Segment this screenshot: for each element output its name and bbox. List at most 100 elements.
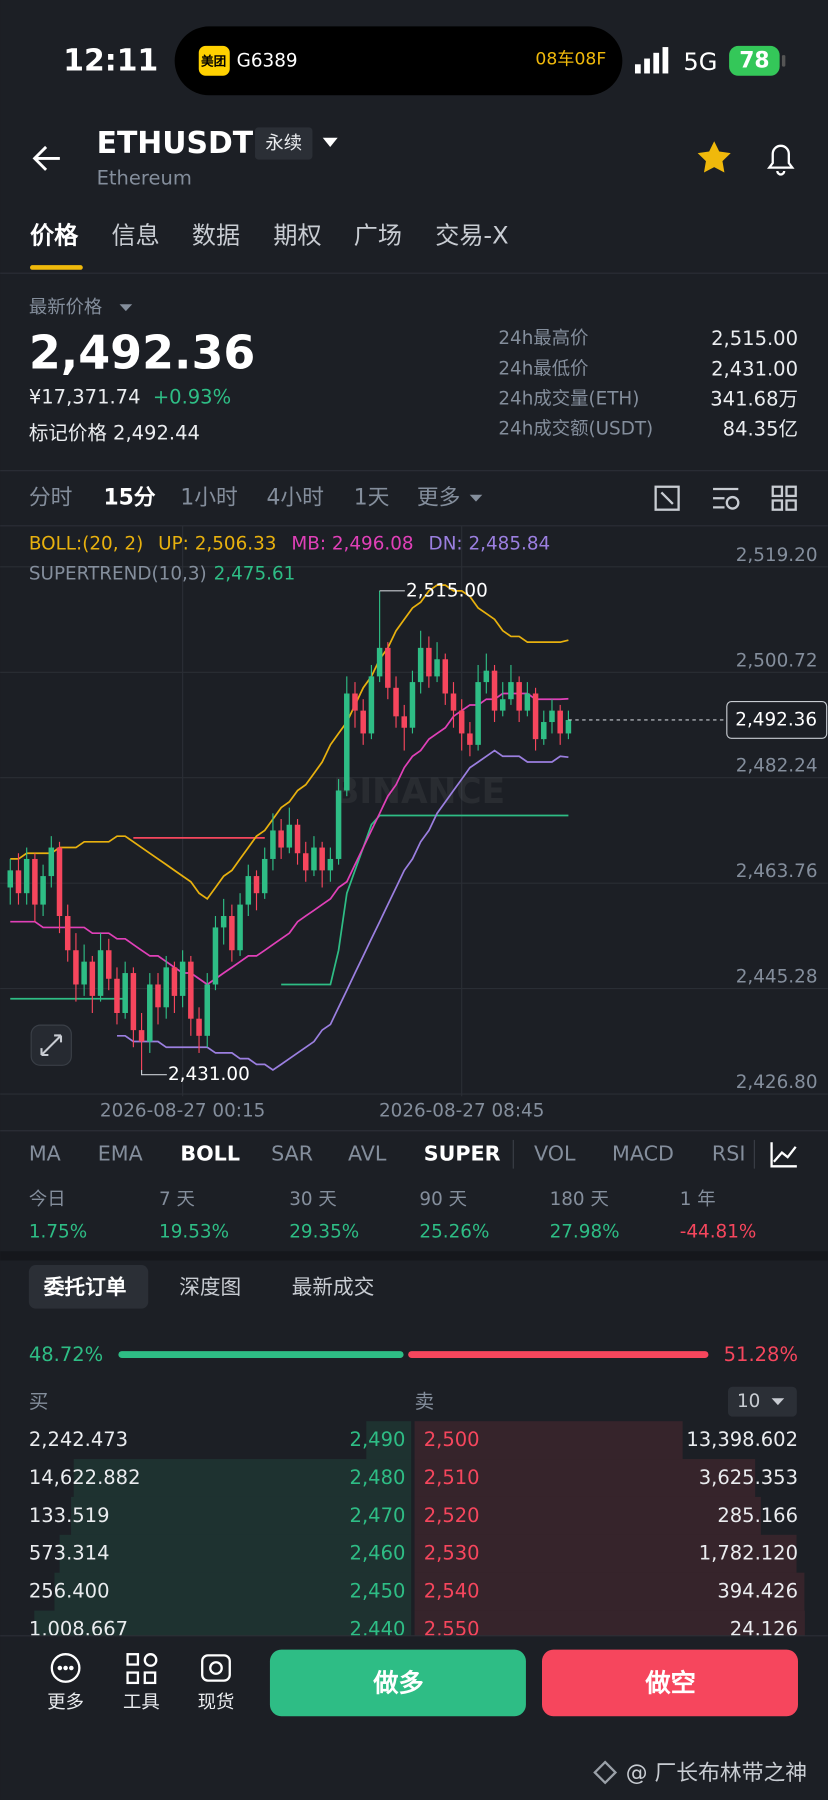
ask-amount: 394.426	[717, 1580, 798, 1603]
chart-tools[interactable]	[654, 485, 797, 511]
candle-body	[122, 973, 128, 1014]
period-change: 1.75%	[29, 1221, 87, 1242]
y-tick-label: 2,519.20	[736, 545, 818, 566]
symbol: ETHUSDT	[97, 126, 254, 161]
candle-body	[302, 853, 309, 871]
short-button[interactable]	[541, 1649, 798, 1717]
order-tab[interactable]: 最新成交	[292, 1275, 375, 1299]
indicator-settings[interactable]	[770, 1142, 797, 1168]
candle-body	[393, 687, 399, 717]
order-tab[interactable]: 委托订单	[43, 1275, 127, 1299]
interval-tab[interactable]: 4小时	[266, 486, 323, 511]
signal-icon	[634, 47, 669, 74]
candle-body	[56, 847, 63, 917]
tab[interactable]: 价格	[30, 221, 79, 249]
buy-ratio: 48.72%	[29, 1343, 103, 1366]
bid-amount: 133.519	[29, 1504, 110, 1527]
bid-price[interactable]: 2,490	[350, 1428, 406, 1451]
tab[interactable]: 交易-X	[435, 221, 508, 249]
ask-depth	[414, 1459, 756, 1497]
indicator-tab[interactable]: RSI	[712, 1142, 746, 1166]
ask-price[interactable]: 2,550	[424, 1617, 480, 1640]
tab[interactable]: 信息	[112, 221, 160, 249]
interval-tab[interactable]: 分时	[29, 486, 73, 511]
legend-entry: SUPERTREND(10,3)	[29, 563, 207, 584]
favorite-star[interactable]	[697, 141, 731, 173]
price-dropdown[interactable]	[119, 304, 133, 312]
ask-price[interactable]: 2,540	[424, 1580, 480, 1603]
symbol-dropdown[interactable]	[322, 137, 338, 147]
interval-tab[interactable]: 1小时	[180, 486, 237, 511]
cny-price: ¥17,371.74	[29, 386, 141, 409]
y-tick-label: 2,482.24	[736, 756, 818, 777]
candle-body	[368, 676, 375, 734]
candle-body	[97, 950, 104, 996]
candle-body	[73, 950, 79, 985]
battery-level: 78	[739, 48, 769, 73]
tab[interactable]: 广场	[354, 221, 402, 249]
indicator-tab[interactable]: EMA	[98, 1142, 143, 1166]
ask-amount: 13,398.602	[686, 1428, 798, 1451]
x-tick-label: 2026-08-27 00:15	[100, 1101, 265, 1122]
bid-price[interactable]: 2,470	[350, 1504, 406, 1527]
bid-price[interactable]: 2,460	[350, 1542, 406, 1565]
last-price-label: 2,492.36	[735, 709, 817, 730]
indicator-tab[interactable]: BOLL	[180, 1142, 240, 1166]
alert-bell[interactable]	[766, 144, 795, 176]
candle-body	[557, 710, 563, 734]
interval-tab[interactable]: 1天	[354, 486, 390, 511]
supertrend-line	[10, 814, 569, 1000]
bid-price[interactable]: 2,480	[350, 1466, 406, 1489]
tab[interactable]: 期权	[273, 221, 321, 249]
indicator-tab[interactable]: AVL	[348, 1142, 387, 1166]
ask-price[interactable]: 2,500	[424, 1428, 480, 1451]
ask-price[interactable]: 2,530	[424, 1542, 480, 1565]
candle-body	[352, 693, 358, 711]
bid-amount: 2,242.473	[29, 1428, 128, 1451]
order-tab[interactable]: 深度图	[179, 1275, 241, 1299]
candle-body	[106, 950, 112, 979]
candle-body	[319, 847, 325, 871]
depth-select[interactable]	[727, 1386, 797, 1417]
last-price: 2,492.36	[29, 325, 256, 379]
interval-tab[interactable]: 更多	[417, 486, 461, 511]
short-label[interactable]: 做空	[644, 1668, 696, 1697]
contract: 永续	[265, 133, 302, 154]
tool-label[interactable]: 现货	[198, 1692, 235, 1713]
candle-body	[114, 978, 120, 1014]
ask-price[interactable]: 2,510	[424, 1466, 480, 1489]
stat-value: 84.35亿	[723, 418, 798, 441]
indicator-tab[interactable]: MA	[29, 1142, 61, 1166]
mark-price: 标记价格 2,492.44	[29, 421, 200, 444]
indicator-tab[interactable]: SUPER	[424, 1142, 501, 1166]
period-change: 25.26%	[419, 1221, 489, 1242]
candle-body	[467, 733, 473, 745]
interval-tab[interactable]: 15分	[103, 486, 155, 511]
bid-price[interactable]: 2,450	[350, 1580, 406, 1603]
back-button[interactable]	[32, 145, 60, 171]
ask-price[interactable]: 2,520	[424, 1504, 480, 1527]
tool-label[interactable]: 工具	[123, 1692, 160, 1713]
indicator-tab[interactable]: SAR	[271, 1142, 313, 1166]
candle-body	[360, 710, 366, 734]
bottom-icons[interactable]	[50, 1653, 231, 1685]
x-tick-label: 2026-08-27 08:45	[379, 1101, 544, 1122]
ask-depth	[414, 1534, 797, 1573]
long-label[interactable]: 做多	[372, 1668, 423, 1697]
stat-label: 24h最低价	[498, 358, 588, 379]
tab[interactable]: 数据	[192, 221, 240, 249]
bid-price[interactable]: 2,440	[350, 1617, 406, 1640]
candle-body	[171, 967, 178, 996]
annotation-leader	[141, 1070, 167, 1076]
period-change: 29.35%	[289, 1221, 359, 1242]
app-icon	[198, 45, 230, 76]
indicator-tab[interactable]: MACD	[612, 1142, 674, 1166]
long-button[interactable]	[269, 1649, 526, 1717]
more-dropdown[interactable]	[469, 494, 483, 502]
candle-body	[147, 984, 153, 1042]
indicator-tab[interactable]: VOL	[534, 1142, 576, 1166]
bid-depth	[54, 1572, 412, 1611]
tool-label[interactable]: 更多	[47, 1692, 84, 1713]
legend-entry: BOLL:(20, 2)	[29, 534, 143, 555]
